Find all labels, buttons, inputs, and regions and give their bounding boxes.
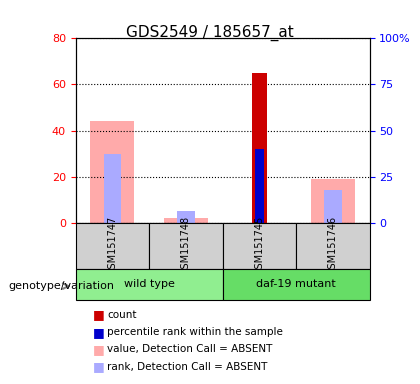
Text: daf-19 mutant: daf-19 mutant [256,279,336,289]
Bar [164,218,208,223]
Bar [252,73,267,223]
Text: count: count [107,310,136,320]
Bar [255,149,264,223]
Bar [177,211,195,223]
FancyBboxPatch shape [76,269,223,300]
Text: GSM151745: GSM151745 [255,216,264,275]
Text: ■: ■ [92,308,104,321]
FancyBboxPatch shape [76,223,149,269]
Text: ■: ■ [92,326,104,339]
Text: rank, Detection Call = ABSENT: rank, Detection Call = ABSENT [107,362,268,372]
Text: GDS2549 / 185657_at: GDS2549 / 185657_at [126,25,294,41]
FancyBboxPatch shape [149,223,223,269]
FancyBboxPatch shape [296,223,370,269]
Bar [311,179,355,223]
Text: wild type: wild type [123,279,175,289]
Text: percentile rank within the sample: percentile rank within the sample [107,327,283,337]
Bar [90,121,134,223]
Bar [324,190,342,223]
Text: ■: ■ [92,343,104,356]
FancyBboxPatch shape [223,223,296,269]
Bar [104,154,121,223]
Text: genotype/variation: genotype/variation [8,281,114,291]
Text: GSM151746: GSM151746 [328,216,338,275]
Text: GSM151747: GSM151747 [108,216,117,275]
Text: ■: ■ [92,360,104,373]
Text: GSM151748: GSM151748 [181,216,191,275]
FancyBboxPatch shape [223,269,370,300]
Text: value, Detection Call = ABSENT: value, Detection Call = ABSENT [107,344,273,354]
